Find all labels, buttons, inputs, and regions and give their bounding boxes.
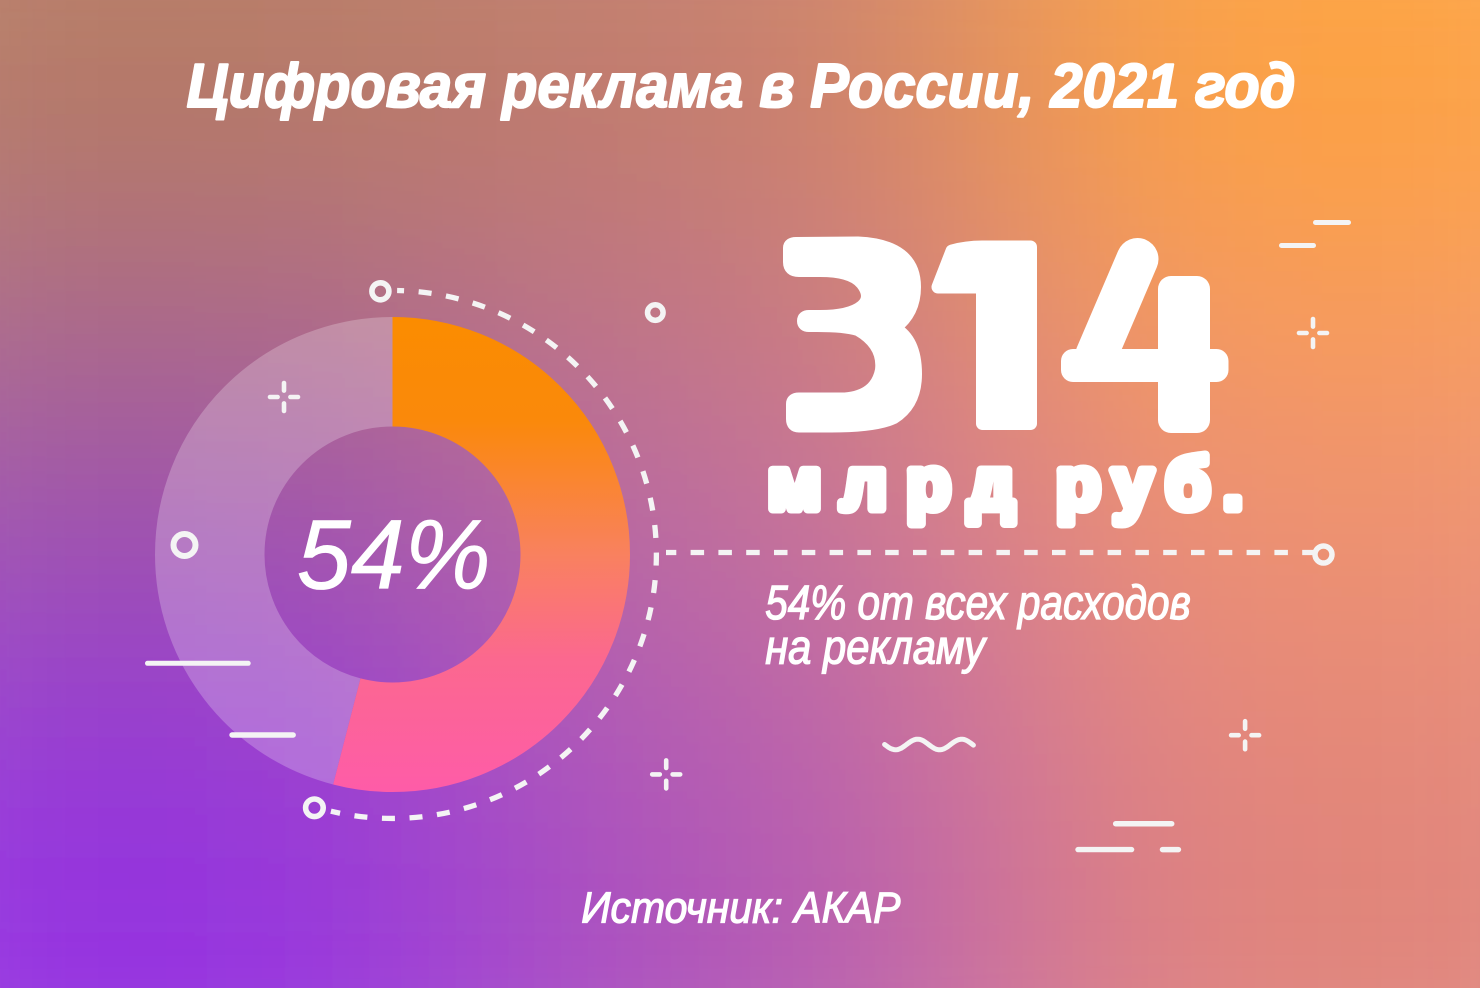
svg-text:54%: 54% [297, 499, 491, 610]
svg-text:Цифровая реклама в России, 202: Цифровая реклама в России, 2021 год [187, 51, 1296, 120]
svg-text:Источник: АКАР: Источник: АКАР [581, 883, 900, 932]
svg-text:на рекламу: на рекламу [765, 620, 987, 674]
svg-text:54% от всех расходов: 54% от всех расходов [765, 577, 1191, 630]
